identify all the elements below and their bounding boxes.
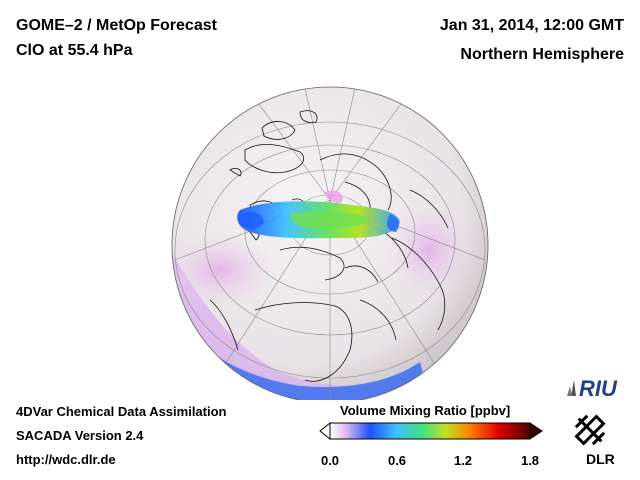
colorbar-tick: 0.0 xyxy=(320,453,340,468)
riu-logo: RIU xyxy=(567,376,618,401)
footer-line2: SACADA Version 2.4 xyxy=(16,428,144,443)
colorbar-tick: 0.6 xyxy=(387,453,407,468)
colorbar xyxy=(319,421,543,441)
dlr-logo: DLR xyxy=(574,414,615,467)
date-label: Jan 31, 2014, 12:00 GMT xyxy=(439,17,624,34)
footer-line1: 4DVar Chemical Data Assimilation xyxy=(16,404,227,419)
title-line2: ClO at 55.4 hPa xyxy=(16,42,133,59)
footer-url: http://wdc.dlr.de xyxy=(16,452,116,467)
region-label: Northern Hemisphere xyxy=(460,46,624,63)
colorbar-tick: 1.8 xyxy=(520,453,540,468)
colorbar-gradient xyxy=(329,422,531,440)
title-line1: GOME–2 / MetOp Forecast xyxy=(16,17,217,34)
colorbar-title: Volume Mixing Ratio [ppbv] xyxy=(340,403,511,418)
riu-logo-text: RIU xyxy=(579,376,618,401)
colorbar-right-arrow xyxy=(529,422,543,440)
globe-map xyxy=(171,86,489,400)
clo-vortex-feature xyxy=(237,190,400,239)
southern-clo-band xyxy=(172,250,460,400)
colorbar-left-arrow xyxy=(319,421,331,441)
colorbar-tick: 1.2 xyxy=(453,453,473,468)
pink-haze-west xyxy=(172,230,280,310)
dlr-logo-text: DLR xyxy=(586,451,615,467)
pink-haze-east xyxy=(385,200,475,300)
